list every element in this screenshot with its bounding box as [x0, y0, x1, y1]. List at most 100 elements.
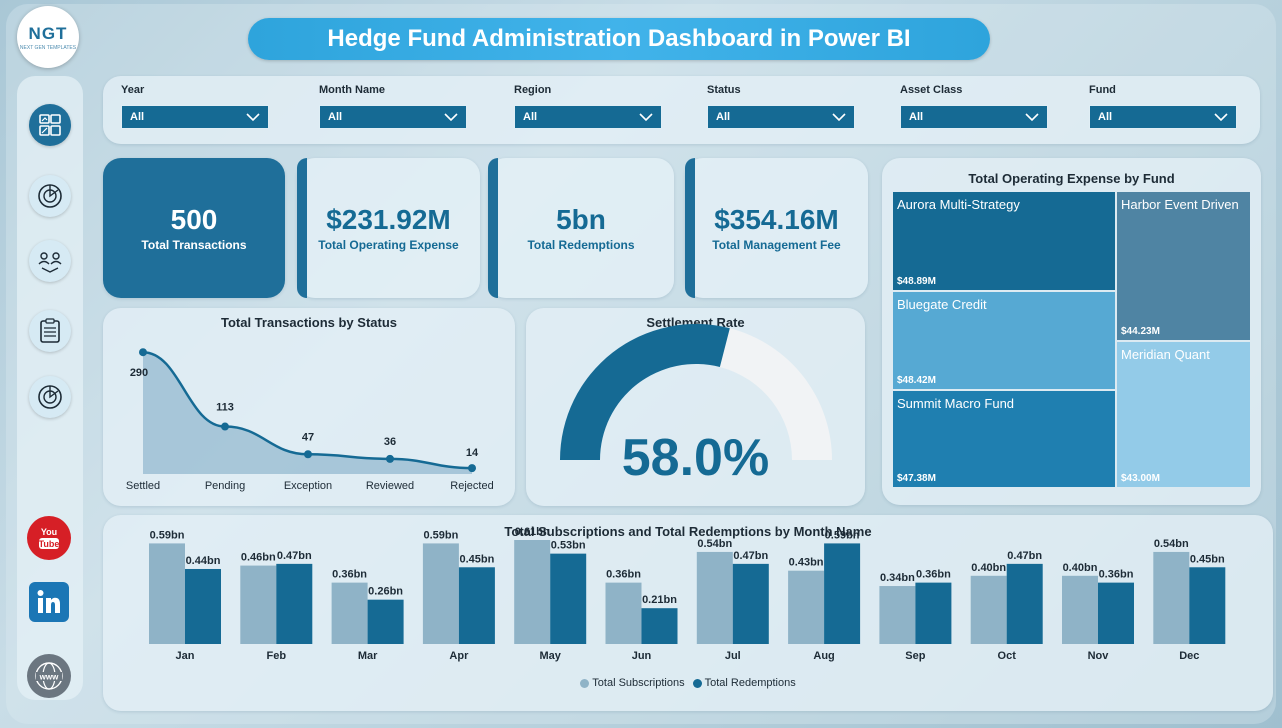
monthly-bar[interactable]	[824, 543, 861, 644]
monthly-bar[interactable]	[331, 582, 368, 644]
treemap-tile-value: $47.38M	[897, 473, 936, 484]
filter-dropdown-status[interactable]: All	[707, 105, 855, 129]
nav-analytics-button[interactable]	[29, 175, 71, 217]
filter-label-year: Year	[121, 84, 145, 96]
monthly-bar-label: 0.54bn	[1154, 538, 1189, 550]
monthly-bar[interactable]	[149, 543, 185, 644]
filter-dropdown-year[interactable]: All	[121, 105, 269, 129]
kpi-card-operating-expense[interactable]: $231.92M Total Operating Expense	[297, 158, 480, 298]
filter-dropdown-region[interactable]: All	[514, 105, 662, 129]
treemap-tile-value: $44.23M	[1121, 326, 1160, 337]
monthly-bar[interactable]	[1189, 567, 1226, 644]
monthly-bar-label: 0.40bn	[1063, 562, 1098, 574]
legend-item-redemptions[interactable]: Total Redemptions	[692, 677, 796, 689]
treemap-tile[interactable]: Aurora Multi-Strategy $48.89M	[893, 192, 1115, 290]
treemap-tile[interactable]: Harbor Event Driven $44.23M	[1117, 192, 1250, 340]
status-category-label: Pending	[205, 480, 245, 492]
status-point[interactable]	[139, 348, 147, 357]
settlement-panel: Settlement Rate 58.0%	[526, 308, 865, 506]
nav-team-button[interactable]	[29, 240, 71, 282]
monthly-bar[interactable]	[1098, 582, 1134, 644]
legend-label: Total Subscriptions	[592, 677, 685, 689]
monthly-category-label: Jul	[725, 650, 741, 662]
filter-value: All	[909, 111, 924, 123]
chevron-down-icon	[639, 113, 653, 122]
monthly-bar-label: 0.47bn	[733, 550, 768, 562]
kpi-card-management-fee[interactable]: $354.16M Total Management Fee	[685, 158, 868, 298]
status-category-label: Exception	[284, 480, 332, 492]
checklist-icon	[40, 318, 60, 343]
treemap-tile[interactable]: Meridian Quant $43.00M	[1117, 342, 1250, 487]
filter-value: All	[523, 111, 538, 123]
filter-label-status: Status	[707, 84, 741, 96]
monthly-bar[interactable]	[1006, 563, 1043, 644]
status-area	[143, 352, 472, 474]
nav-target-button[interactable]	[29, 376, 71, 418]
filter-dropdown-month-name[interactable]: All	[319, 105, 467, 129]
status-point[interactable]	[221, 422, 229, 431]
website-link[interactable]: www	[27, 654, 71, 698]
svg-text:www: www	[39, 673, 59, 682]
monthly-bar-label: 0.36bn	[606, 569, 641, 581]
nav-checklist-button[interactable]	[29, 310, 71, 352]
monthly-bar[interactable]	[514, 540, 551, 644]
chevron-down-icon	[444, 113, 458, 122]
filter-value: All	[328, 111, 343, 123]
monthly-bar-label: 0.59bn	[150, 529, 185, 541]
monthly-bar-label: 0.47bn	[1007, 550, 1042, 562]
linkedin-link[interactable]	[29, 582, 69, 622]
kpi-label: Total Transactions	[141, 238, 247, 252]
monthly-bar[interactable]	[1153, 551, 1190, 644]
monthly-bar[interactable]	[970, 575, 1007, 644]
monthly-bar[interactable]	[185, 568, 221, 644]
status-point[interactable]	[386, 454, 394, 463]
monthly-category-label: Oct	[998, 650, 1017, 662]
monthly-bar-label: 0.53bn	[551, 540, 586, 552]
kpi-label: Total Management Fee	[712, 238, 841, 252]
monthly-bar[interactable]	[422, 543, 459, 644]
youtube-link[interactable]: You Tube	[27, 516, 71, 560]
monthly-bar-label: 0.61bn	[515, 526, 550, 538]
monthly-bar[interactable]	[458, 567, 495, 644]
dashboard-icon	[39, 114, 61, 136]
treemap-tile-value: $48.89M	[897, 276, 936, 287]
nav-dashboard-button[interactable]	[29, 104, 71, 146]
status-chart[interactable]: 290 Settled 113 Pending 47 Exception 36 Reviewe…	[103, 308, 515, 506]
brand-logo[interactable]: NGT NEXT GEN TEMPLATES	[17, 6, 79, 68]
filter-label-asset-class: Asset Class	[900, 84, 963, 96]
filter-bar	[103, 76, 1260, 144]
monthly-bar[interactable]	[550, 553, 587, 644]
monthly-bar-label: 0.36bn	[1099, 569, 1134, 581]
treemap-tile[interactable]: Bluegate Credit $48.42M	[893, 292, 1115, 389]
filter-dropdown-asset-class[interactable]: All	[900, 105, 1048, 129]
chevron-down-icon	[832, 113, 846, 122]
monthly-bar[interactable]	[915, 582, 952, 644]
monthly-category-label: Jun	[632, 650, 652, 662]
monthly-bar[interactable]	[696, 551, 733, 644]
monthly-bar[interactable]	[732, 563, 769, 644]
filter-dropdown-fund[interactable]: All	[1089, 105, 1237, 129]
kpi-card-accent	[488, 158, 498, 298]
monthly-bar[interactable]	[879, 586, 916, 644]
monthly-bar[interactable]	[240, 565, 277, 644]
status-point[interactable]	[468, 464, 476, 473]
monthly-bar[interactable]	[605, 582, 642, 644]
monthly-bar[interactable]	[276, 563, 313, 644]
kpi-card-redemptions[interactable]: 5bn Total Redemptions	[488, 158, 674, 298]
treemap-tile[interactable]: Summit Macro Fund $47.38M	[893, 391, 1115, 487]
kpi-card-transactions[interactable]: 500 Total Transactions	[103, 158, 285, 298]
monthly-bar[interactable]	[788, 570, 825, 644]
monthly-category-label: Feb	[267, 650, 287, 662]
monthly-bar[interactable]	[641, 608, 678, 644]
settlement-gauge[interactable]	[526, 308, 865, 506]
legend-item-subscriptions[interactable]: Total Subscriptions	[580, 677, 685, 689]
logo-text: NGT	[28, 23, 68, 43]
monthly-bar[interactable]	[1062, 575, 1098, 644]
logo-subtext: NEXT GEN TEMPLATES	[19, 44, 77, 51]
treemap-tile-name: Aurora Multi-Strategy	[897, 197, 1020, 212]
status-point[interactable]	[304, 450, 312, 459]
monthly-bar[interactable]	[367, 599, 404, 644]
target-icon	[38, 385, 62, 409]
gauge-value-arc	[560, 324, 730, 460]
